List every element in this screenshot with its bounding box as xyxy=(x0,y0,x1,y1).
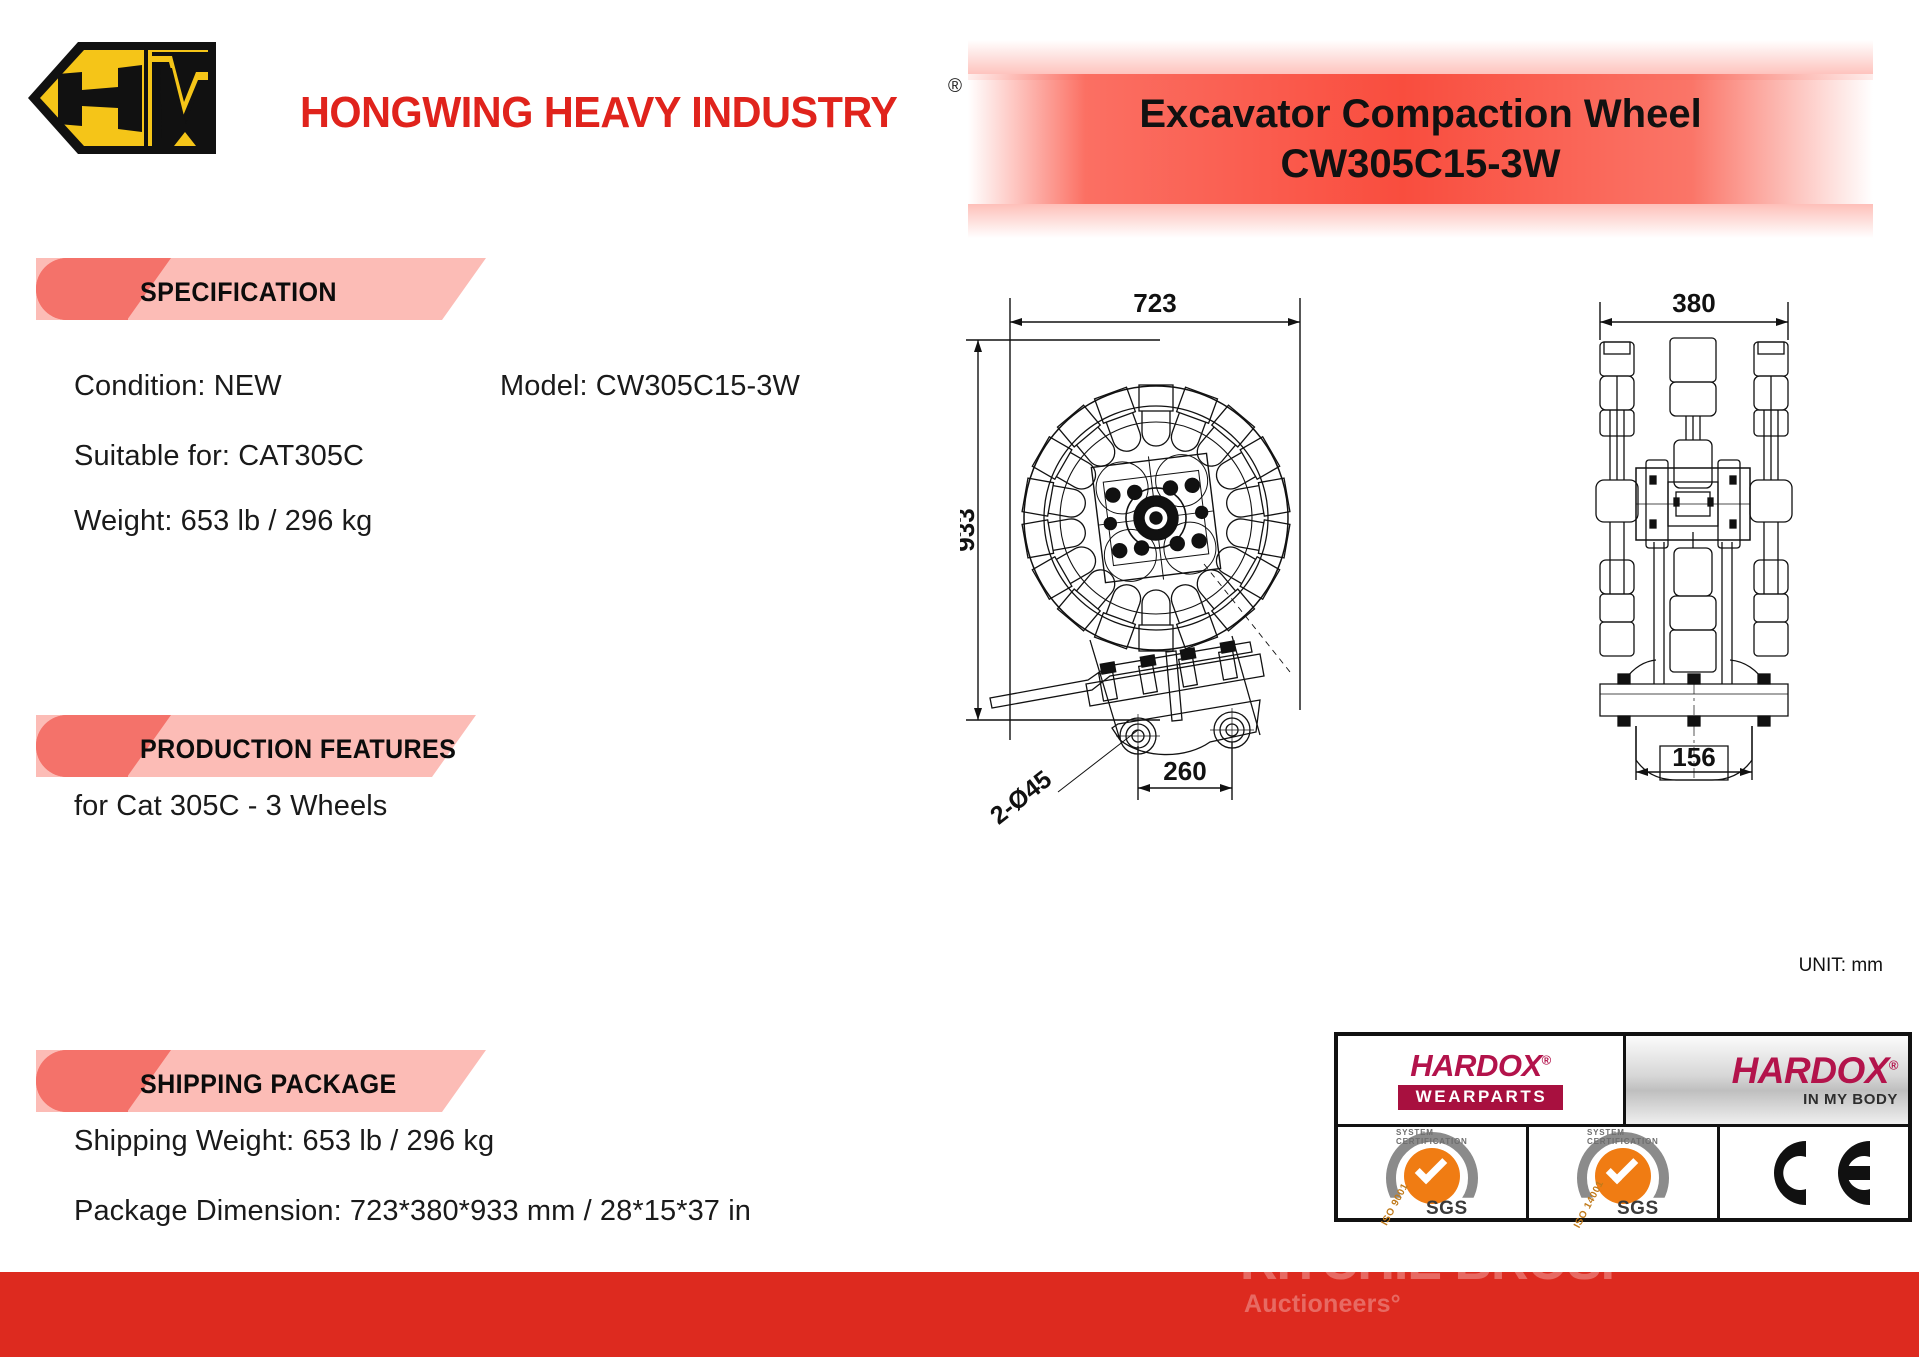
hardox-body-sublabel: IN MY BODY xyxy=(1803,1091,1898,1108)
dim-label-hole-callout: 2-Ø45 xyxy=(985,765,1057,830)
certification-badges: HARDOX® WEARPARTS HARDOX® IN MY BODY SYS… xyxy=(1334,1032,1912,1230)
company-name: HONGWING HEAVY INDUSTRY xyxy=(300,88,898,137)
certs-row-bottom: SYSTEM CERTIFICATION ISO 9001 SGS SYSTEM… xyxy=(1338,1127,1908,1230)
badge-ce-mark xyxy=(1717,1127,1908,1218)
section-title: PRODUCTION FEATURES xyxy=(140,734,457,764)
spec-weight: Weight: 653 lb / 296 kg xyxy=(74,505,373,537)
section-title: SPECIFICATION xyxy=(140,277,337,307)
technical-drawing: 723 933 260 2-Ø45 380 156 xyxy=(950,280,1919,840)
registered-icon: ® xyxy=(1888,1057,1899,1073)
sgs-seal-icon: SYSTEM CERTIFICATION ISO 14001 SGS xyxy=(1561,1127,1685,1230)
spec-suitable-for: Suitable for: CAT305C xyxy=(74,440,365,472)
sgs-check-circle-icon xyxy=(1404,1147,1460,1204)
hardox-wearparts-sublabel: WEARPARTS xyxy=(1397,1085,1564,1110)
product-title-banner: Excavator Compaction Wheel CW305C15-3W xyxy=(968,74,1873,204)
sgs-label: SGS xyxy=(1617,1197,1659,1219)
shipping-weight: Shipping Weight: 653 lb / 296 kg xyxy=(74,1125,495,1157)
sgs-arc-text: SYSTEM CERTIFICATION xyxy=(1587,1127,1659,1146)
title-glow-bottom xyxy=(968,204,1873,238)
sgs-check-circle-icon xyxy=(1595,1147,1651,1204)
product-title-line1: Excavator Compaction Wheel xyxy=(1139,91,1702,136)
unit-label: UNIT: mm xyxy=(1798,955,1883,976)
certs-row-top: HARDOX® WEARPARTS HARDOX® IN MY BODY xyxy=(1338,1036,1908,1127)
product-title-line2: CW305C15-3W xyxy=(1280,142,1561,186)
sgs-label: SGS xyxy=(1426,1197,1468,1219)
registered-mark: ® xyxy=(948,76,962,97)
dim-label-380: 380 xyxy=(1672,288,1715,318)
badge-hardox-wearparts: HARDOX® WEARPARTS xyxy=(1338,1036,1623,1127)
section-title: SHIPPING PACKAGE xyxy=(140,1069,397,1099)
hardox-body-text: HARDOX xyxy=(1731,1050,1890,1091)
dim-label-723: 723 xyxy=(1133,288,1176,318)
sgs-arc xyxy=(1386,1131,1478,1198)
sgs-seal-icon: SYSTEM CERTIFICATION ISO 9001 SGS xyxy=(1370,1127,1494,1227)
sgs-arc-text: SYSTEM CERTIFICATION xyxy=(1396,1127,1468,1146)
feature-line-1: for Cat 305C - 3 Wheels xyxy=(74,790,388,822)
package-dimension: Package Dimension: 723*380*933 mm / 28*1… xyxy=(74,1195,751,1227)
sgs-arc xyxy=(1577,1131,1669,1198)
badge-hardox-in-my-body: HARDOX® IN MY BODY xyxy=(1623,1036,1908,1127)
spec-model: Model: CW305C15-3W xyxy=(500,370,800,402)
badge-iso-9001-sgs: SYSTEM CERTIFICATION ISO 9001 SGS xyxy=(1338,1127,1526,1227)
footer-bar xyxy=(0,1272,1919,1357)
section-header-production-features: PRODUCTION FEATURES xyxy=(36,715,476,777)
hw-logo-icon xyxy=(22,28,222,168)
dim-label-260: 260 xyxy=(1163,756,1206,786)
dim-label-156: 156 xyxy=(1672,742,1715,772)
section-header-specification: SPECIFICATION xyxy=(36,258,486,320)
hardox-body-wordmark: HARDOX® xyxy=(1731,1050,1899,1091)
spec-condition: Condition: NEW xyxy=(74,370,282,402)
badge-iso-14001-sgs: SYSTEM CERTIFICATION ISO 14001 SGS xyxy=(1526,1127,1717,1230)
ce-mark-icon xyxy=(1754,1133,1874,1213)
hardox-wearparts-text: HARDOX xyxy=(1410,1048,1542,1084)
registered-icon: ® xyxy=(1541,1052,1552,1068)
section-header-shipping-package: SHIPPING PACKAGE xyxy=(36,1050,486,1112)
hardox-wearparts-wordmark: HARDOX® xyxy=(1410,1048,1552,1084)
dim-label-933: 933 xyxy=(960,508,980,551)
